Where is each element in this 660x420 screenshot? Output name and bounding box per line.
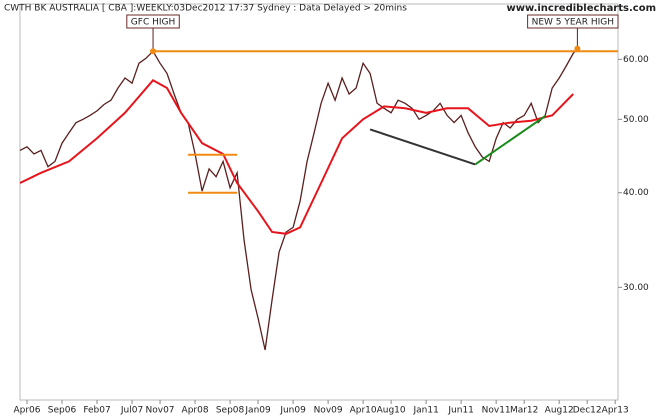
trend-line	[474, 115, 546, 166]
plot-frame	[19, 3, 619, 401]
x-tick-label: Aug12	[545, 406, 574, 416]
annotation: GFC HIGH	[126, 14, 180, 55]
y-tick-label: 60.00	[623, 55, 649, 65]
watermark: www.incrediblecharts.com	[507, 3, 657, 14]
x-tick-label: Apr10	[350, 406, 377, 416]
x-tick-label: Apr08	[182, 406, 209, 416]
x-tick-label: Jan11	[412, 406, 438, 416]
trend-line	[369, 128, 476, 166]
y-tick-label: 30.00	[623, 283, 649, 293]
x-tick-label: Apr13	[602, 406, 629, 416]
x-tick-label: Jun09	[279, 406, 306, 416]
x-tick-label: Aug10	[377, 406, 406, 416]
y-tick-label: 40.00	[623, 188, 649, 198]
x-tick-label: Jul07	[120, 406, 143, 416]
annotation-text: NEW 5 YEAR HIGH	[532, 18, 614, 28]
x-tick-label: Nov09	[314, 406, 343, 416]
x-tick-label: Jan09	[244, 406, 271, 416]
annotation-dot	[574, 45, 581, 52]
price-line	[19, 48, 578, 351]
x-tick-label: Nov11	[482, 406, 511, 416]
x-tick-label: Mar12	[510, 406, 538, 416]
annotation: NEW 5 YEAR HIGH	[527, 14, 619, 52]
annotation-dot	[150, 48, 157, 55]
x-tick-label: Dec12	[573, 406, 602, 416]
x-tick-label: Apr06	[13, 406, 40, 416]
chart-title: CWTH BK AUSTRALIA [ CBA ]:WEEKLY:03Dec20…	[4, 4, 407, 14]
price-line	[19, 79, 574, 235]
annotation-box	[527, 14, 619, 29]
x-tick-label: Sep06	[48, 406, 77, 416]
x-tick-label: Jun11	[447, 406, 474, 416]
x-tick-label: Nov07	[146, 406, 175, 416]
annotation-box	[126, 14, 180, 29]
x-tick-label: Sep08	[216, 406, 245, 416]
annotation-text: GFC HIGH	[131, 18, 175, 28]
x-tick-label: Feb07	[83, 406, 110, 416]
y-tick-label: 50.00	[623, 115, 649, 125]
